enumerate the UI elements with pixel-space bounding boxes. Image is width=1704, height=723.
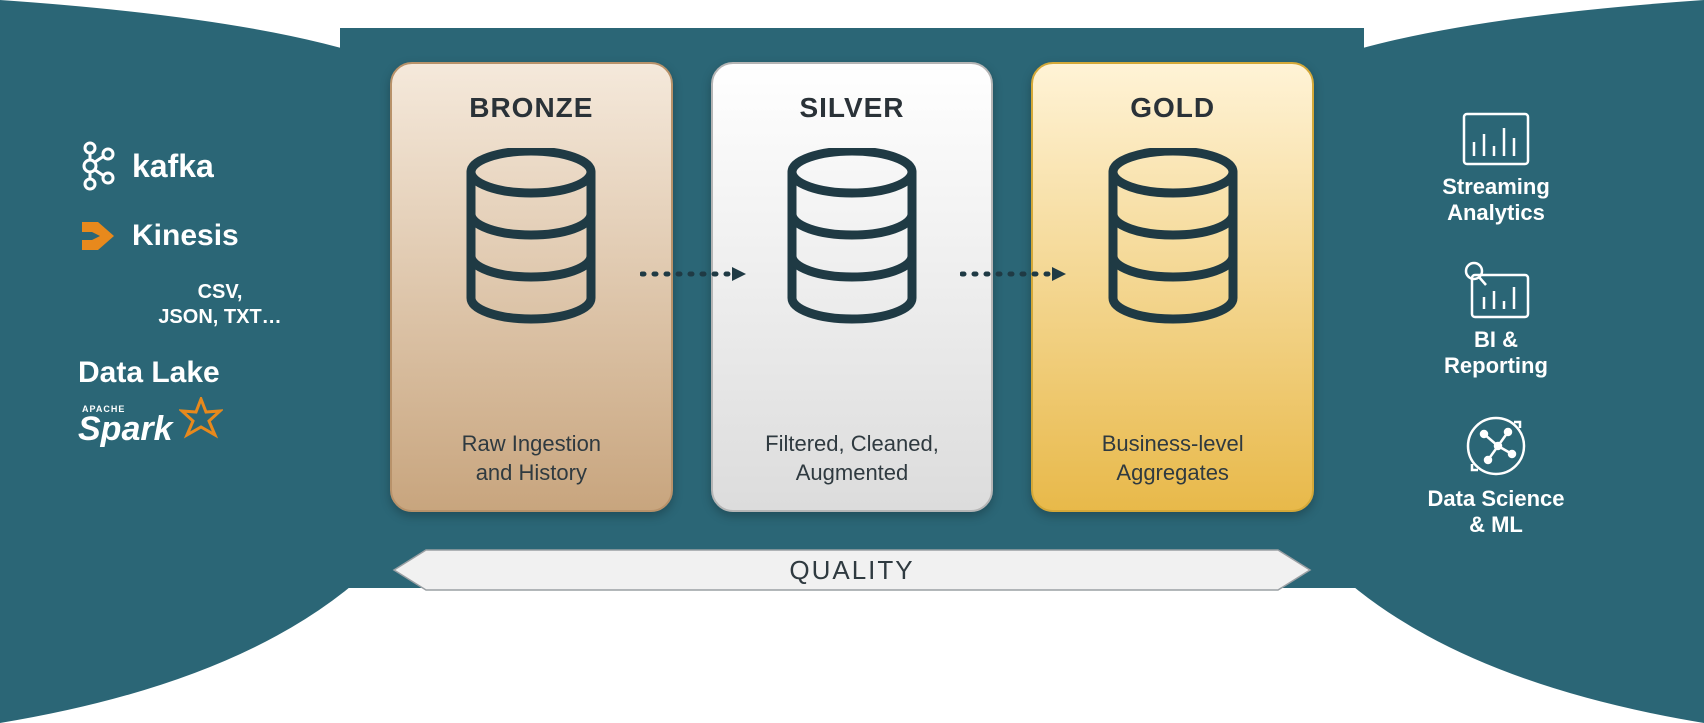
kinesis-label: Kinesis (132, 219, 239, 253)
flow-arrow-icon (640, 264, 750, 284)
gold-card: GOLD Business-level Aggregates (1031, 62, 1314, 512)
bar-chart-icon (1462, 112, 1530, 166)
gold-desc: Business-level Aggregates (1102, 429, 1244, 488)
gold-title: GOLD (1130, 92, 1215, 124)
source-kafka: kafka (78, 140, 338, 192)
silver-card: SILVER Filtered, Cleaned, Augmented (711, 62, 994, 512)
magnify-chart-icon (1462, 261, 1530, 319)
spark-apache-label: APACHE (82, 404, 125, 414)
source-datalake: Data Lake (78, 356, 338, 390)
source-spark: APACHE Spark (78, 410, 338, 449)
quality-arrow: QUALITY (390, 542, 1314, 598)
ds-label: Data Science & ML (1428, 486, 1565, 539)
silver-desc: Filtered, Cleaned, Augmented (765, 429, 939, 488)
bronze-desc-l1: Raw Ingestion (462, 431, 601, 456)
source-kinesis: Kinesis (78, 218, 338, 254)
streaming-label: Streaming Analytics (1442, 174, 1550, 227)
formats-l1: CSV, (198, 281, 243, 303)
spark-star-icon (179, 397, 223, 441)
gold-desc-l1: Business-level (1102, 431, 1244, 456)
output-bi: BI & Reporting (1444, 261, 1548, 380)
silver-desc-l1: Filtered, Cleaned, (765, 431, 939, 456)
network-globe-icon (1464, 414, 1528, 478)
bronze-desc-l2: and History (476, 460, 587, 485)
database-icon (456, 148, 606, 328)
sources-list: kafka Kinesis CSV, JSON, TXT… Data Lake … (78, 140, 338, 449)
spark-label: Spark (78, 410, 173, 448)
tier-cards-row: BRONZE Raw Ingestion and History SILVER (390, 62, 1314, 512)
kafka-icon (78, 140, 118, 192)
formats-l2: JSON, TXT… (158, 306, 281, 328)
diagram-stage: BRONZE Raw Ingestion and History SILVER (0, 0, 1704, 723)
database-icon (1098, 148, 1248, 328)
gold-desc-l2: Aggregates (1116, 460, 1229, 485)
silver-title: SILVER (799, 92, 904, 124)
source-formats: CSV, JSON, TXT… (102, 280, 338, 330)
kinesis-icon (78, 218, 118, 254)
bronze-card: BRONZE Raw Ingestion and History (390, 62, 673, 512)
bronze-desc: Raw Ingestion and History (462, 429, 601, 488)
silver-desc-l2: Augmented (796, 460, 909, 485)
bi-label: BI & Reporting (1444, 327, 1548, 380)
quality-label: QUALITY (789, 555, 914, 585)
outputs-list: Streaming Analytics BI & Reporting (1366, 112, 1626, 538)
database-icon (777, 148, 927, 328)
flow-arrow-icon (960, 264, 1070, 284)
datalake-label: Data Lake (78, 356, 220, 390)
output-streaming: Streaming Analytics (1442, 112, 1550, 227)
bronze-title: BRONZE (469, 92, 593, 124)
output-ds: Data Science & ML (1428, 414, 1565, 539)
kafka-label: kafka (132, 148, 214, 185)
